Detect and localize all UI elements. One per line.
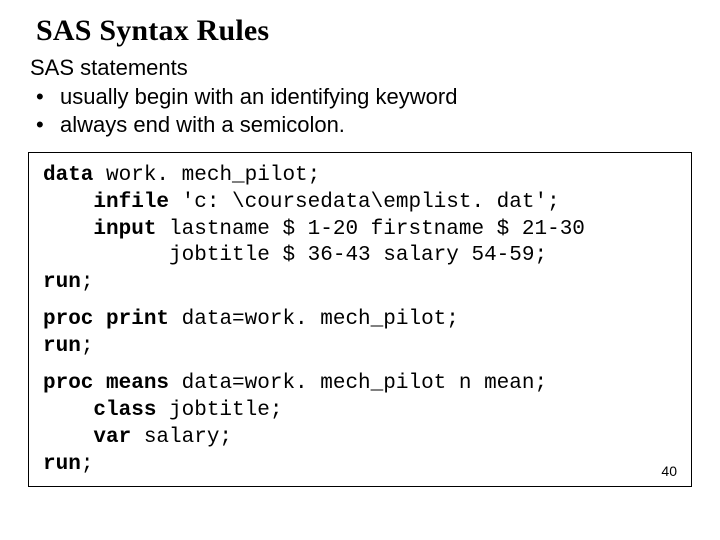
- code-box: data work. mech_pilot; infile 'c: \cours…: [28, 152, 692, 488]
- code-text: ;: [81, 453, 94, 476]
- code-text: ;: [81, 271, 94, 294]
- code-text: data=work. mech_pilot;: [169, 308, 459, 331]
- intro-block: SAS statements usually begin with an ide…: [30, 54, 692, 140]
- code-keyword: var: [43, 426, 131, 449]
- code-text: jobtitle;: [156, 399, 282, 422]
- bullet-item: usually begin with an identifying keywor…: [36, 83, 692, 112]
- code-text: work. mech_pilot;: [93, 164, 320, 187]
- page-number: 40: [661, 463, 677, 481]
- code-block-print: proc print data=work. mech_pilot; run;: [43, 307, 677, 361]
- code-text: ;: [81, 335, 94, 358]
- code-block-data: data work. mech_pilot; infile 'c: \cours…: [43, 163, 677, 297]
- slide-title: SAS Syntax Rules: [36, 14, 692, 48]
- code-keyword: class: [43, 399, 156, 422]
- code-text: salary;: [131, 426, 232, 449]
- code-keyword: data: [43, 164, 93, 187]
- code-keyword: infile: [43, 191, 169, 214]
- code-text: data=work. mech_pilot n mean;: [169, 372, 547, 395]
- code-text: 'c: \coursedata\emplist. dat';: [169, 191, 560, 214]
- bullet-list: usually begin with an identifying keywor…: [36, 83, 692, 140]
- code-keyword: proc print: [43, 308, 169, 331]
- code-keyword: run: [43, 453, 81, 476]
- slide: SAS Syntax Rules SAS statements usually …: [0, 0, 720, 540]
- code-keyword: proc means: [43, 372, 169, 395]
- code-text: lastname $ 1-20 firstname $ 21-30: [156, 218, 584, 241]
- code-block-means: proc means data=work. mech_pilot n mean;…: [43, 371, 677, 479]
- code-text: jobtitle $ 36-43 salary 54-59;: [43, 244, 547, 267]
- code-keyword: run: [43, 335, 81, 358]
- code-keyword: run: [43, 271, 81, 294]
- bullet-item: always end with a semicolon.: [36, 111, 692, 140]
- intro-text: SAS statements: [30, 54, 692, 83]
- code-keyword: input: [43, 218, 156, 241]
